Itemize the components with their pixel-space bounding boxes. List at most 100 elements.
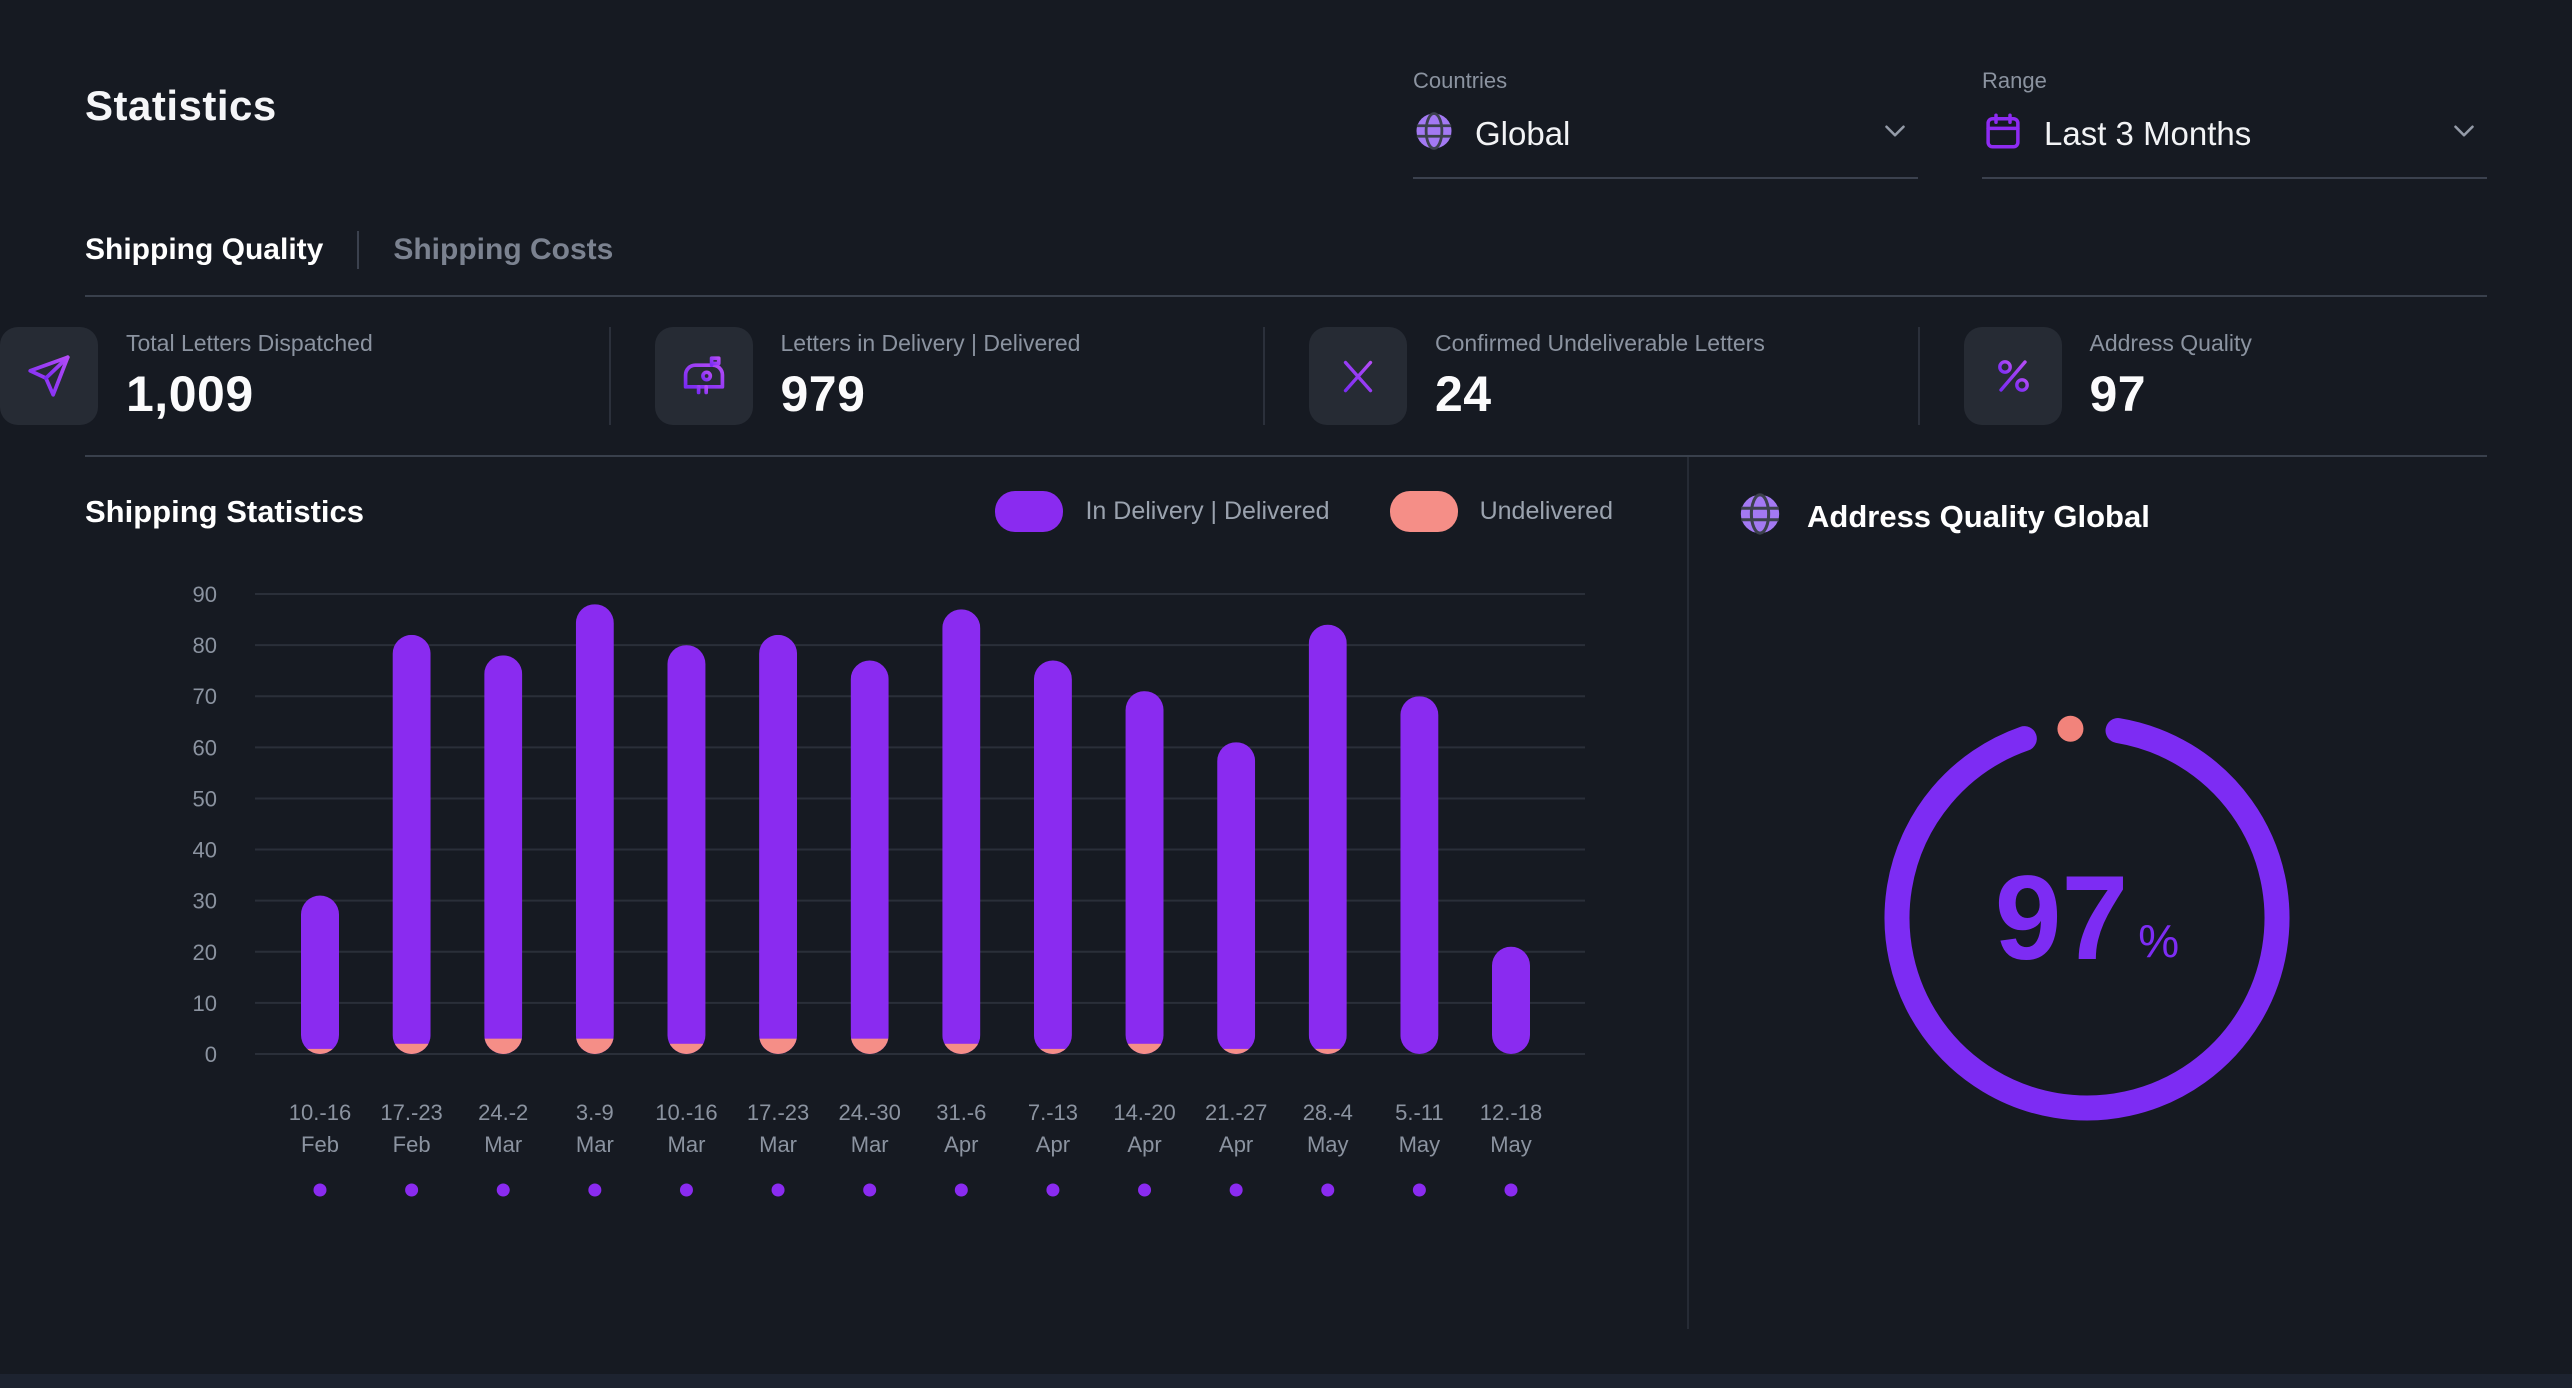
- bar-17--23-Mar[interactable]: [759, 634, 798, 1058]
- range-select[interactable]: Last 3 Months: [1982, 110, 2487, 179]
- x-icon: [1309, 327, 1407, 425]
- stat-in-delivery: Letters in Delivery | Delivered 979: [608, 327, 1264, 425]
- donut-chart: 97 %: [1807, 638, 2367, 1198]
- bar-7--13-Apr[interactable]: [1033, 660, 1072, 1058]
- bar-undelivered-segment[interactable]: [759, 1038, 798, 1058]
- stat-value: 1,009: [126, 365, 254, 422]
- x-tick-label: Apr: [1127, 1132, 1161, 1157]
- bar-14--20-Apr[interactable]: [1125, 691, 1164, 1058]
- bar-31--6-Apr[interactable]: [942, 609, 981, 1058]
- x-tick-label: Apr: [944, 1132, 978, 1157]
- bar-undelivered-segment[interactable]: [1125, 1043, 1164, 1058]
- bar-12--18-May[interactable]: [1492, 946, 1530, 1054]
- bar-undelivered-segment[interactable]: [301, 1048, 339, 1058]
- chart-legend: In Delivery | Delivered Undelivered: [995, 491, 1613, 532]
- range-filter: Range Last 3 Months: [1982, 68, 2487, 179]
- bar-delivered-segment[interactable]: [850, 660, 889, 1054]
- bar-delivered-segment[interactable]: [1400, 696, 1439, 1054]
- bar-delivered-segment[interactable]: [759, 634, 798, 1054]
- address-quality-panel: Address Quality Global 97 %: [1687, 457, 2572, 1329]
- stat-text: Confirmed Undeliverable Letters 24: [1435, 330, 1765, 423]
- bar-delivered-segment[interactable]: [301, 895, 339, 1054]
- globe-icon: [1737, 491, 1783, 542]
- bar-delivered-segment[interactable]: [667, 645, 706, 1054]
- tabs: Shipping Quality Shipping Costs: [0, 231, 2572, 269]
- shipping-statistics-panel: Shipping Statistics In Delivery | Delive…: [0, 457, 1687, 1329]
- stat-value: 24: [1435, 365, 1492, 422]
- donut-value: 97: [1994, 851, 2129, 985]
- x-tick-label: 12.-18: [1480, 1100, 1542, 1125]
- donut-progress-arc: [1884, 715, 2290, 1121]
- stat-address-quality: Address Quality 97: [1917, 327, 2572, 425]
- x-tick-label: Mar: [668, 1132, 706, 1157]
- tab-shipping-costs[interactable]: Shipping Costs: [393, 233, 614, 266]
- bar-28--4-May[interactable]: [1308, 624, 1347, 1058]
- bar-undelivered-segment[interactable]: [1033, 1048, 1072, 1058]
- countries-filter: Countries Global: [1413, 68, 1918, 179]
- bar-undelivered-segment[interactable]: [575, 1038, 614, 1058]
- x-tick-label: 31.-6: [936, 1100, 986, 1125]
- chevron-down-icon: [2447, 114, 2481, 153]
- bar-undelivered-segment[interactable]: [850, 1038, 889, 1058]
- x-tick-label: 7.-13: [1028, 1100, 1078, 1125]
- bar-undelivered-segment[interactable]: [942, 1043, 981, 1058]
- bar-undelivered-segment[interactable]: [484, 1038, 523, 1058]
- stat-label: Letters in Delivery | Delivered: [780, 329, 1081, 356]
- bar-delivered-segment[interactable]: [1033, 660, 1072, 1054]
- legend-item-delivered: In Delivery | Delivered: [995, 491, 1330, 532]
- stat-text: Letters in Delivery | Delivered 979: [781, 330, 1081, 423]
- bar-24--30-Mar[interactable]: [850, 660, 889, 1058]
- y-tick-label: 40: [193, 838, 217, 863]
- bar-21--27-Apr[interactable]: [1217, 742, 1256, 1058]
- bar-undelivered-segment[interactable]: [1217, 1048, 1256, 1058]
- range-value: Last 3 Months: [2044, 114, 2252, 152]
- chart-header: Shipping Statistics In Delivery | Delive…: [85, 491, 1613, 532]
- category-dot: [1046, 1183, 1060, 1197]
- bar-24--2-Mar[interactable]: [484, 655, 523, 1058]
- bar-delivered-segment[interactable]: [942, 609, 981, 1054]
- category-dot: [1504, 1183, 1518, 1197]
- bar-undelivered-segment[interactable]: [1308, 1048, 1347, 1058]
- bar-delivered-segment[interactable]: [575, 604, 614, 1054]
- bar-undelivered-segment[interactable]: [392, 1043, 431, 1058]
- window-bottom-edge: [0, 1374, 2572, 1388]
- y-tick-label: 60: [193, 735, 217, 760]
- bar-17--23-Feb[interactable]: [392, 634, 431, 1058]
- bar-delivered-segment[interactable]: [484, 655, 523, 1054]
- category-dot: [588, 1183, 602, 1197]
- bar-delivered-segment[interactable]: [1308, 624, 1347, 1054]
- bar-delivered-segment[interactable]: [392, 634, 431, 1054]
- stat-undeliverable: Confirmed Undeliverable Letters 24: [1263, 327, 1918, 425]
- x-tick-label: May: [1490, 1132, 1532, 1157]
- bar-3--9-Mar[interactable]: [575, 604, 614, 1058]
- bar-5--11-May[interactable]: [1400, 696, 1439, 1054]
- x-tick-label: Mar: [759, 1132, 797, 1157]
- countries-label: Countries: [1413, 68, 1508, 93]
- stat-label: Total Letters Dispatched: [126, 329, 373, 356]
- bar-delivered-segment[interactable]: [1492, 946, 1530, 1054]
- bar-undelivered-segment[interactable]: [667, 1043, 706, 1058]
- bar-10--16-Mar[interactable]: [667, 645, 706, 1058]
- bar-10--16-Feb[interactable]: [301, 895, 339, 1058]
- category-dot: [954, 1183, 968, 1197]
- countries-select[interactable]: Global: [1413, 110, 1918, 179]
- bar-delivered-segment[interactable]: [1125, 691, 1164, 1054]
- legend-swatch-purple: [995, 491, 1064, 532]
- x-tick-label: Mar: [576, 1132, 614, 1157]
- category-dot: [1138, 1183, 1152, 1197]
- legend-label: In Delivery | Delivered: [1085, 497, 1330, 525]
- x-tick-label: Mar: [851, 1132, 889, 1157]
- stat-cards: Total Letters Dispatched 1,009: [0, 297, 2572, 455]
- x-tick-label: 5.-11: [1395, 1100, 1444, 1125]
- send-icon: [0, 327, 98, 425]
- x-tick-label: 24.-30: [838, 1100, 900, 1125]
- tab-shipping-quality[interactable]: Shipping Quality: [85, 233, 324, 266]
- x-tick-label: May: [1399, 1132, 1441, 1157]
- tab-divider: [357, 231, 360, 269]
- bar-delivered-segment[interactable]: [1217, 742, 1256, 1054]
- y-tick-label: 70: [193, 684, 217, 709]
- divider: [85, 455, 2487, 457]
- filters: Countries Global: [1413, 68, 2487, 179]
- header: Statistics Countries Globa: [0, 0, 2572, 179]
